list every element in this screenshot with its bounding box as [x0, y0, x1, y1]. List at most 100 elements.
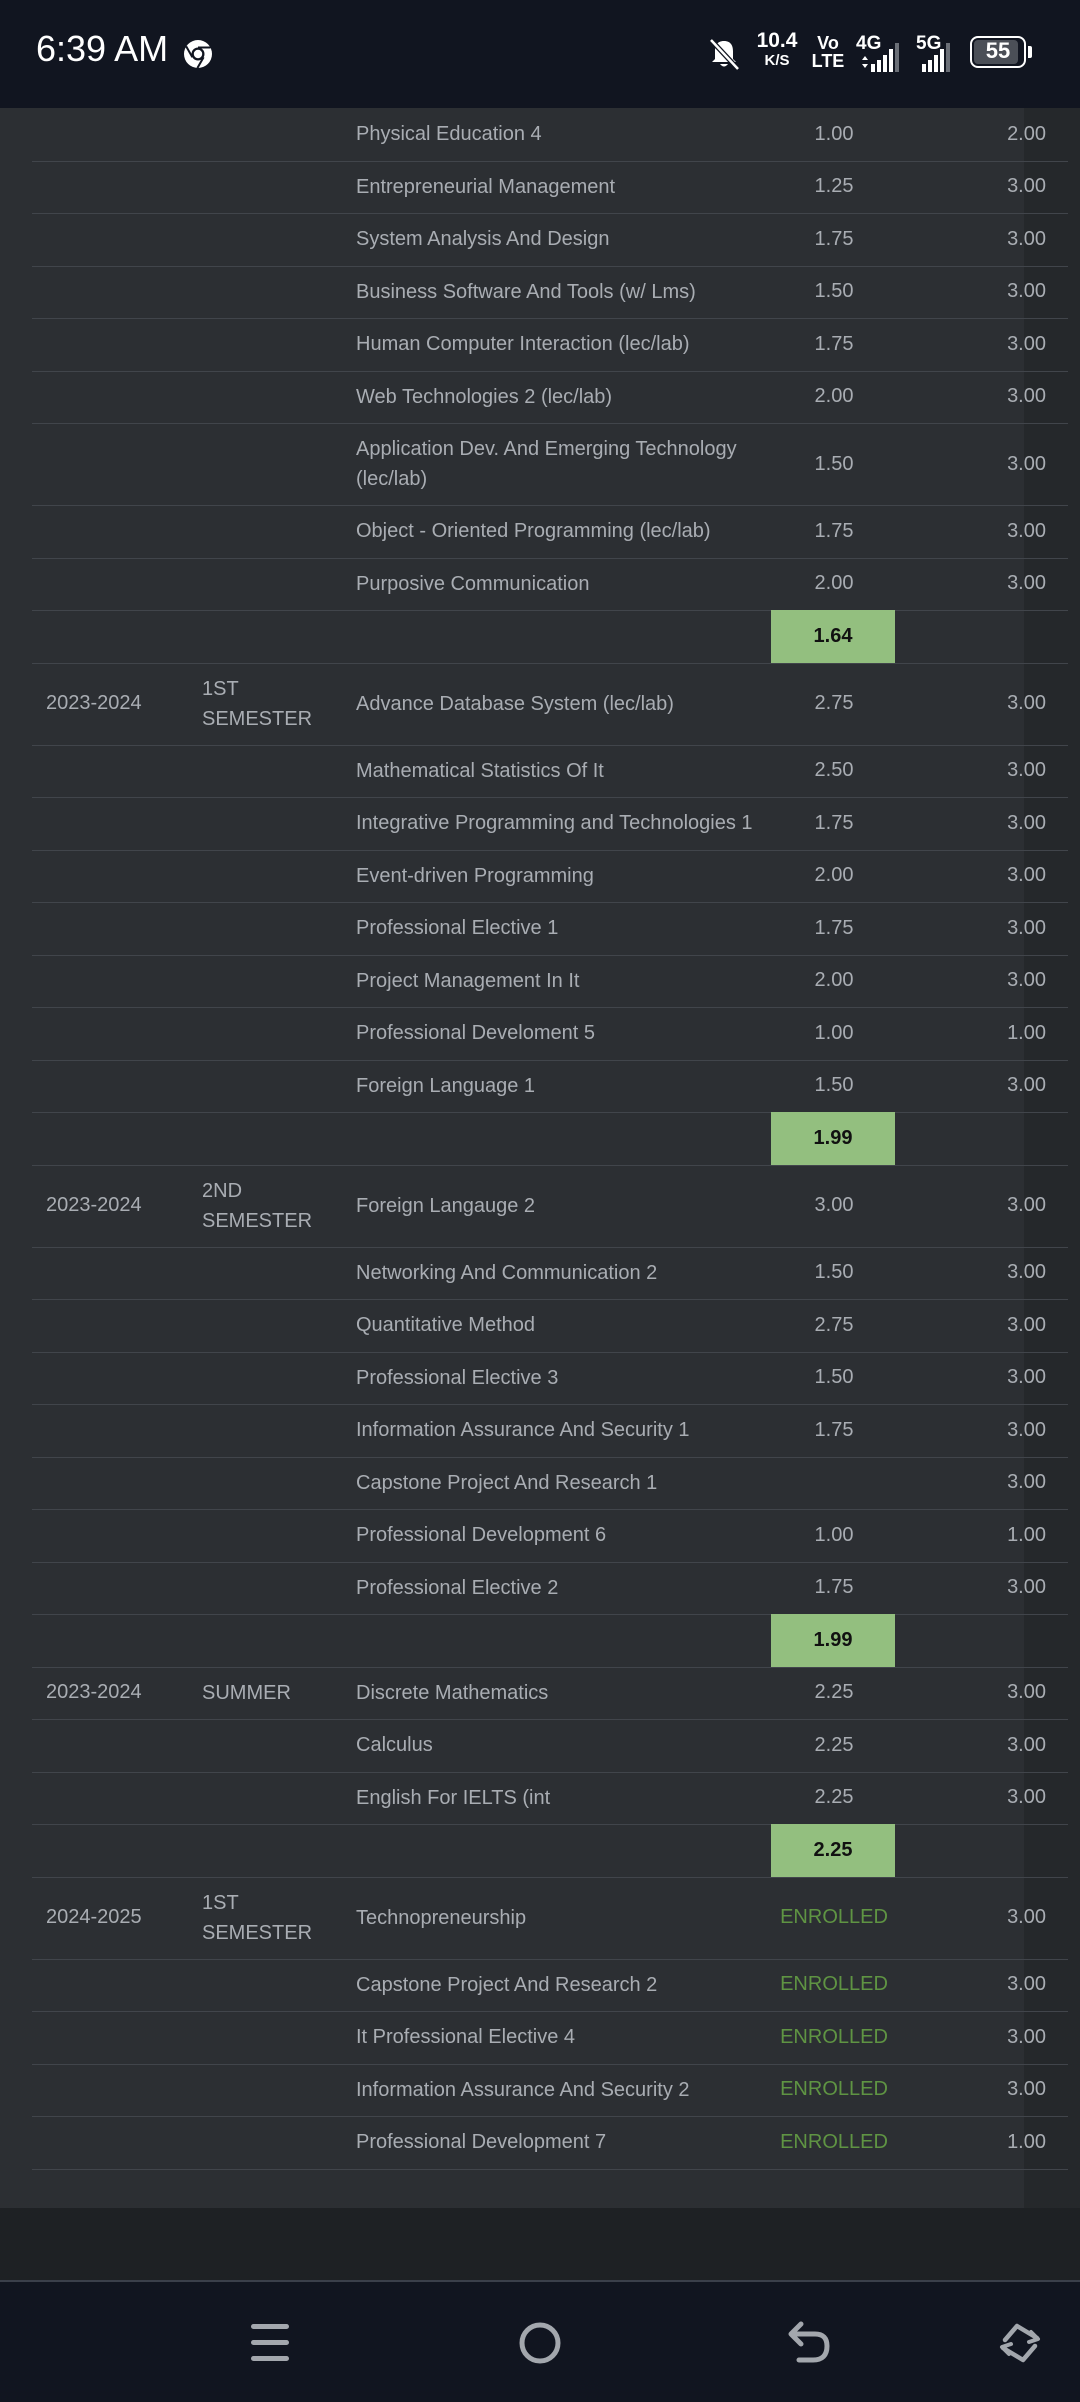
subject-cell: Foreign Language 1	[356, 1074, 536, 1097]
net-speed-unit: K/S	[764, 52, 790, 69]
units-cell: 3.00	[1007, 1471, 1046, 1494]
semester-cell	[202, 558, 352, 611]
table-row: Event-driven Programming 2.00 3.00	[32, 850, 1068, 903]
units-cell: 3.00	[1007, 1786, 1046, 1809]
units-cell: 3.00	[1007, 1681, 1046, 1704]
grade-cell: 1.25	[814, 175, 854, 198]
semester-cell	[202, 108, 352, 161]
menu-icon[interactable]	[245, 2318, 295, 2368]
signal-icon: 4G	[856, 34, 904, 74]
year-cell	[46, 1404, 196, 1457]
battery-icon: 55	[970, 36, 1034, 72]
signal-5g-icon: 5G	[916, 34, 964, 74]
grade-cell: ENROLLED	[780, 1973, 888, 1996]
semester-cell	[202, 213, 352, 266]
year-cell	[46, 1247, 196, 1300]
grade-cell: 1.00	[814, 1021, 854, 1044]
table-row: Information Assurance And Security 1 1.75…	[32, 1404, 1068, 1458]
semester-cell: 1ST SEMESTER	[202, 677, 313, 730]
year-cell	[46, 108, 196, 161]
gpa-value: 1.99	[771, 1112, 895, 1165]
table-row: Professional Elective 2 1.75 3.00	[32, 1562, 1068, 1615]
subject-cell: English For IELTS (int	[356, 1786, 551, 1809]
bell-off-icon	[709, 38, 740, 71]
units-cell: 1.00	[1007, 1523, 1046, 1546]
units-cell: 3.00	[1007, 1906, 1046, 1928]
units-cell: 3.00	[1007, 692, 1046, 714]
table-row: Capstone Project And Research 2 ENROLLED 3…	[32, 1959, 1068, 2012]
grade-cell: 2.25	[814, 1733, 854, 1756]
grade-cell: 2.50	[814, 759, 854, 782]
table-row: Quantitative Method 2.75 3.00	[32, 1299, 1068, 1353]
subject-cell: Foreign Langauge 2	[356, 1194, 536, 1217]
subject-cell: Professional Development 6	[356, 1524, 607, 1547]
units-cell: 3.00	[1007, 1261, 1046, 1284]
gpa-value: 2.25	[771, 1824, 895, 1877]
grade-cell: ENROLLED	[780, 2078, 888, 2101]
units-cell: 3.00	[1007, 1074, 1046, 1097]
subject-cell: It Professional Elective 4	[356, 2026, 575, 2049]
table-row: Object - Oriented Programming (lec/lab) 1…	[32, 505, 1068, 559]
table-row: Information Assurance And Security 2 ENRO…	[32, 2064, 1068, 2117]
semester-cell	[202, 1299, 352, 1352]
units-cell: 3.00	[1007, 175, 1046, 198]
scroll-area[interactable]	[1024, 108, 1080, 2208]
semester-cell	[202, 505, 352, 558]
grade-cell: 1.75	[814, 916, 854, 939]
table-row: Calculus 2.25 3.00	[32, 1719, 1068, 1773]
units-cell: 3.00	[1007, 759, 1046, 782]
semester-cell	[202, 1509, 352, 1562]
units-cell: 3.00	[1007, 864, 1046, 887]
subject-cell: Integrative Programming and Technologies…	[356, 812, 753, 835]
rotate-icon[interactable]	[995, 2318, 1045, 2368]
year-cell	[46, 1299, 196, 1352]
semester-cell	[202, 745, 352, 798]
subject-cell: Networking And Communication 2	[356, 1261, 658, 1284]
table-row: 2023-2024 2ND SEMESTER Foreign Langauge 2 3…	[32, 1165, 1068, 1248]
table-row: 2023-2024 1ST SEMESTER Advance Database Sy…	[32, 663, 1068, 746]
year-cell: 2023-2024	[46, 692, 142, 714]
semester-cell	[202, 902, 352, 955]
network-label-4g: 4G	[856, 33, 882, 54]
year-cell	[46, 1509, 196, 1562]
semester-cell: 1ST SEMESTER	[202, 1891, 313, 1944]
units-cell: 3.00	[1007, 519, 1046, 542]
subject-cell: Business Software And Tools (w/ Lms)	[356, 280, 696, 303]
grade-cell: 1.00	[814, 1523, 854, 1546]
back-icon[interactable]	[785, 2318, 835, 2368]
grade-cell: 1.75	[814, 519, 854, 542]
year-cell	[46, 1060, 196, 1113]
units-cell: 3.00	[1007, 1418, 1046, 1441]
semester-cell	[202, 318, 352, 371]
table-row: Human Computer Interaction (lec/lab) 1.75…	[32, 318, 1068, 372]
semester-cell	[202, 1060, 352, 1113]
table-row: Integrative Programming and Technologies…	[32, 797, 1068, 851]
units-cell: 3.00	[1007, 385, 1046, 408]
grade-cell: 1.50	[814, 1261, 854, 1284]
units-cell: 3.00	[1007, 332, 1046, 355]
table-row: System Analysis And Design 1.75 3.00	[32, 213, 1068, 267]
subject-cell: Professional Develoment 5	[356, 1022, 596, 1045]
gpa-row: 1.99	[32, 1112, 1068, 1166]
year-cell	[46, 423, 196, 505]
table-row: Purposive Communication 2.00 3.00	[32, 558, 1068, 611]
grade-cell: 2.75	[814, 692, 854, 714]
subject-cell: Event-driven Programming	[356, 864, 594, 887]
home-icon[interactable]	[515, 2318, 565, 2368]
grades-content[interactable]: Physical Education 4 1.00 2.00 Entrepreneur…	[0, 108, 1080, 2208]
year-cell	[46, 213, 196, 266]
units-cell: 2.00	[1007, 122, 1046, 145]
subject-cell: Purposive Communication	[356, 572, 590, 595]
units-cell: 3.00	[1007, 227, 1046, 250]
status-bar: 6:39 AM 10.4 K/S Vo LTE 4G 5G	[0, 0, 1080, 108]
grade-cell: 1.75	[814, 1418, 854, 1441]
subject-cell: Human Computer Interaction (lec/lab)	[356, 333, 690, 356]
grade-cell: ENROLLED	[780, 2025, 888, 2048]
year-cell	[46, 2116, 196, 2169]
semester-cell	[202, 1562, 352, 1615]
table-row: Business Software And Tools (w/ Lms) 1.50…	[32, 266, 1068, 319]
subject-cell: Object - Oriented Programming (lec/lab)	[356, 520, 711, 543]
units-cell: 3.00	[1007, 1733, 1046, 1756]
year-cell	[46, 558, 196, 611]
year-cell	[46, 505, 196, 558]
